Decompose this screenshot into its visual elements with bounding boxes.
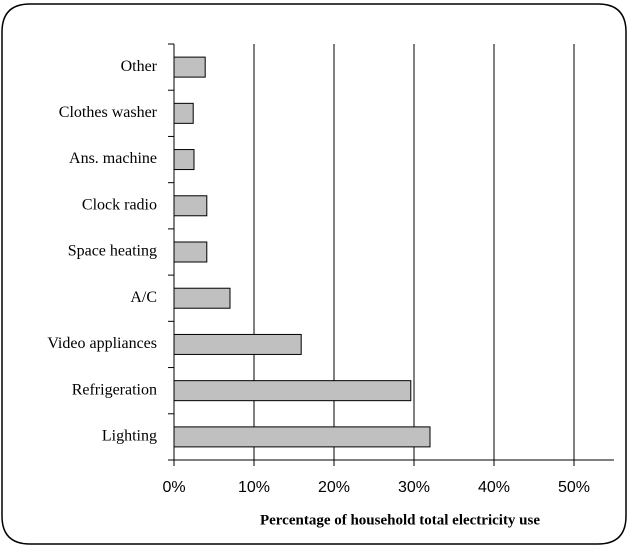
bar	[173, 333, 302, 355]
x-tick-label: 50%	[558, 479, 590, 496]
x-tick-label: 10%	[238, 479, 270, 496]
y-tick-label: Lighting	[102, 428, 157, 445]
y-tick-label: Video appliances	[47, 335, 157, 352]
chart-frame	[1, 3, 627, 545]
bar	[173, 56, 206, 78]
bar	[173, 287, 231, 309]
y-tick-label: Clock radio	[82, 196, 157, 213]
y-tick-label: Clothes washer	[59, 104, 158, 121]
x-axis-title: Percentage of household total electricit…	[260, 512, 540, 528]
bar	[173, 426, 431, 448]
x-tick-label: 30%	[398, 479, 430, 496]
x-tick-label: 0%	[162, 479, 185, 496]
plot-area: 0% 10% 20% 30% 40% 50% Other Clothes washer Ans.…	[47, 43, 614, 496]
bar	[173, 241, 208, 263]
y-tick-label: Space heating	[68, 243, 157, 260]
y-tick-label: Refrigeration	[72, 381, 157, 398]
x-tick-label: 20%	[318, 479, 350, 496]
y-tick-label: Other	[121, 58, 158, 75]
y-tick-label: A/C	[130, 289, 157, 306]
bar	[173, 380, 412, 402]
y-tick-label: Ans. machine	[69, 150, 157, 167]
bar	[173, 149, 195, 171]
x-tick-label: 40%	[478, 479, 510, 496]
bar	[173, 195, 208, 217]
bar	[173, 102, 194, 124]
